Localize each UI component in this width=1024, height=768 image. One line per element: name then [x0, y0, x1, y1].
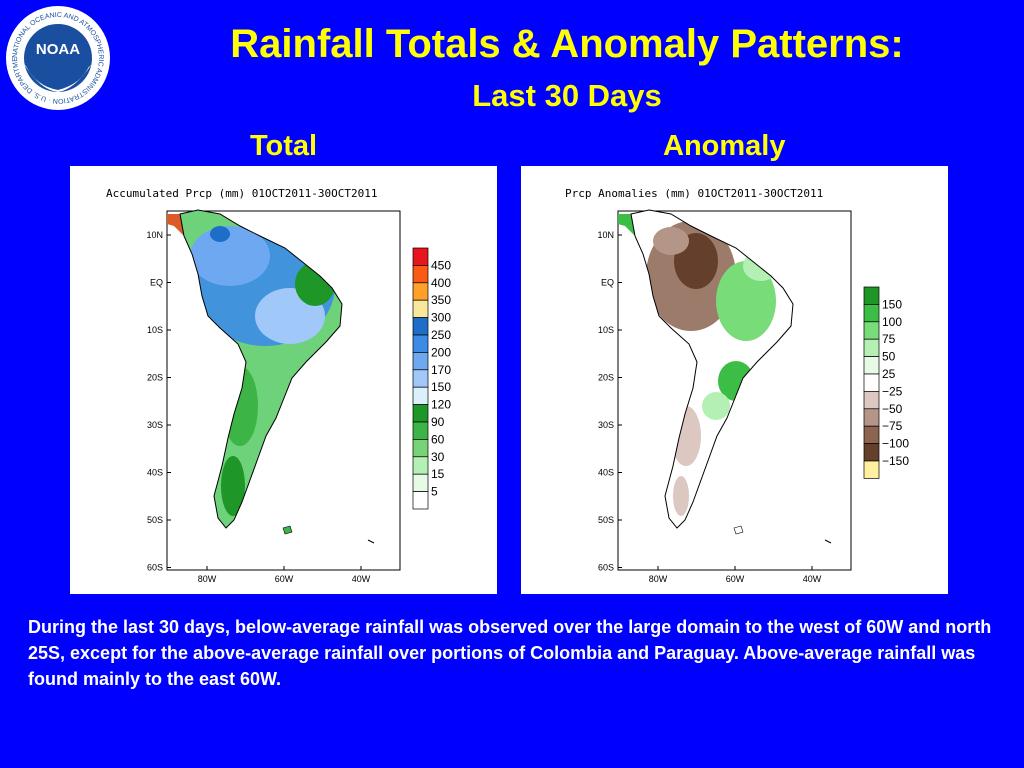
anomaly-map-title: Prcp Anomalies (mm) 01OCT2011-30OCT2011 — [565, 187, 823, 200]
anomaly-lat-tick: 40S — [598, 468, 614, 478]
total-lat-tick: 20S — [147, 373, 163, 383]
total-lon-tick: 40W — [352, 574, 371, 584]
anomaly-colorbar: 150 100 75 50 25 −25 −50 −75 −100 −150 — [863, 286, 909, 479]
total-colorbar-label: 400 — [431, 276, 451, 290]
anomaly-lat-tick: 20S — [598, 373, 614, 383]
anomaly-colorbar-swatch — [863, 425, 880, 444]
total-colorbar-swatch — [412, 299, 429, 318]
total-colorbar-label: 170 — [431, 363, 451, 377]
total-map: Accumulated Prcp (mm) 01OCT2011-30OCT201… — [106, 187, 451, 584]
anomaly-colorbar-swatch — [863, 443, 880, 462]
anomaly-map: Prcp Anomalies (mm) 01OCT2011-30OCT2011 … — [565, 187, 909, 584]
total-map-panel: Accumulated Prcp (mm) 01OCT2011-30OCT201… — [70, 166, 497, 594]
total-lat-tick: 50S — [147, 515, 163, 525]
anomaly-lat-tick: EQ — [601, 278, 614, 288]
anomaly-colorbar-swatch — [863, 408, 880, 427]
total-colorbar-swatch — [412, 421, 429, 440]
anomaly-colorbar-swatch — [863, 391, 880, 410]
anomaly-colorbar-swatch — [863, 338, 880, 357]
anomaly-lon-tick: 80W — [649, 574, 668, 584]
total-colorbar-swatch — [412, 317, 429, 336]
total-colorbar-swatch — [412, 386, 429, 405]
anomaly-colorbar-label: −150 — [882, 454, 909, 468]
anomaly-colorbar-swatch — [863, 460, 880, 479]
total-lon-ticks: 80W 60W 40W — [198, 566, 371, 584]
total-colorbar-swatch — [412, 282, 429, 301]
anomaly-colorbar-swatch — [863, 356, 880, 375]
anomaly-lon-tick: 60W — [726, 574, 745, 584]
description-text: During the last 30 days, below-average r… — [28, 617, 992, 689]
anomaly-lat-tick: 60S — [598, 563, 614, 573]
total-colorbar-label: 15 — [431, 467, 445, 481]
anomaly-lat-tick: 10N — [597, 230, 614, 240]
anomaly-colorbar-swatch — [863, 286, 880, 305]
total-lat-ticks: 10N EQ 10S 20S 30S 40S 50S 60S — [146, 230, 171, 573]
anomaly-lat-tick: 50S — [598, 515, 614, 525]
anomaly-lon-tick: 40W — [803, 574, 822, 584]
total-colorbar-label: 120 — [431, 398, 451, 412]
total-colorbar-label: 250 — [431, 328, 451, 342]
total-lat-tick: 40S — [147, 468, 163, 478]
total-colorbar: 450 400 350 300 250 200 170 150 120 90 60 30 15 5 — [412, 247, 451, 510]
total-lat-tick: 60S — [147, 563, 163, 573]
total-lat-tick: 30S — [147, 420, 163, 430]
anomaly-colorbar-swatch — [863, 304, 880, 323]
total-colorbar-swatch — [412, 247, 429, 266]
total-lat-tick: 10N — [146, 230, 163, 240]
anomaly-colorbar-label: −25 — [882, 384, 903, 398]
total-colorbar-label: 30 — [431, 450, 445, 464]
anomaly-colorbar-label: 50 — [882, 350, 896, 364]
total-colorbar-label: 5 — [431, 485, 438, 499]
anomaly-panel-label: Anomaly — [663, 130, 786, 162]
anomaly-lat-tick: 10S — [598, 325, 614, 335]
total-panel-label: Total — [250, 130, 318, 162]
total-lat-tick: EQ — [150, 278, 163, 288]
total-colorbar-label: 350 — [431, 293, 451, 307]
anomaly-colorbar-label: 150 — [882, 297, 902, 311]
anomaly-colorbar-label: 25 — [882, 367, 896, 381]
total-colorbar-label: 300 — [431, 311, 451, 325]
anomaly-colorbar-label: −75 — [882, 419, 903, 433]
total-colorbar-label: 150 — [431, 380, 451, 394]
total-colorbar-swatch — [412, 404, 429, 423]
anomaly-colorbar-label: 75 — [882, 332, 896, 346]
logo-text: NOAA — [36, 41, 80, 58]
anomaly-colorbar-swatch — [863, 373, 880, 392]
total-lon-tick: 60W — [275, 574, 294, 584]
noaa-logo: NOAA NATIONAL OCEANIC AND ATMOSPHERIC AD… — [4, 4, 110, 110]
total-colorbar-label: 60 — [431, 432, 445, 446]
total-colorbar-swatch — [412, 334, 429, 353]
total-map-title: Accumulated Prcp (mm) 01OCT2011-30OCT201… — [106, 187, 378, 200]
total-colorbar-swatch — [412, 491, 429, 510]
total-colorbar-label: 450 — [431, 258, 451, 272]
total-colorbar-swatch — [412, 352, 429, 371]
total-colorbar-label: 200 — [431, 345, 451, 359]
total-colorbar-label: 90 — [431, 415, 445, 429]
anomaly-colorbar-label: 100 — [882, 315, 902, 329]
page-subtitle: Last 30 Days — [472, 78, 662, 113]
total-colorbar-swatch — [412, 456, 429, 475]
anomaly-lon-ticks: 80W 60W 40W — [649, 566, 822, 584]
anomaly-colorbar-label: −100 — [882, 437, 909, 451]
anomaly-lat-tick: 30S — [598, 420, 614, 430]
anomaly-lat-ticks: 10N EQ 10S 20S 30S 40S 50S 60S — [597, 230, 622, 573]
total-colorbar-swatch — [412, 439, 429, 458]
anomaly-colorbar-label: −50 — [882, 402, 903, 416]
total-colorbar-swatch — [412, 265, 429, 284]
total-lat-tick: 10S — [147, 325, 163, 335]
total-lon-tick: 80W — [198, 574, 217, 584]
anomaly-map-panel: Prcp Anomalies (mm) 01OCT2011-30OCT2011 … — [521, 166, 948, 594]
page-title: Rainfall Totals & Anomaly Patterns: — [230, 22, 904, 66]
total-colorbar-swatch — [412, 369, 429, 388]
anomaly-colorbar-swatch — [863, 321, 880, 340]
total-colorbar-swatch — [412, 473, 429, 492]
